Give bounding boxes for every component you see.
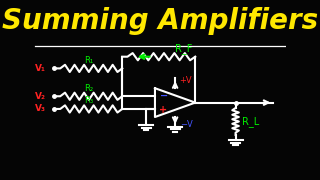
Text: V₁: V₁ xyxy=(35,64,46,73)
Text: −V: −V xyxy=(180,120,192,129)
Text: V₃: V₃ xyxy=(35,104,46,113)
Text: R_L: R_L xyxy=(242,116,259,127)
Text: V₂: V₂ xyxy=(35,92,46,101)
Text: Summing Amplifiers: Summing Amplifiers xyxy=(2,7,318,35)
Text: −: − xyxy=(159,90,168,100)
Text: R_F: R_F xyxy=(175,43,193,54)
Text: R₁: R₁ xyxy=(84,56,93,65)
Text: R₃: R₃ xyxy=(84,96,93,105)
Text: +V: +V xyxy=(180,76,192,85)
Text: +: + xyxy=(159,105,168,115)
Text: R₂: R₂ xyxy=(84,84,93,93)
